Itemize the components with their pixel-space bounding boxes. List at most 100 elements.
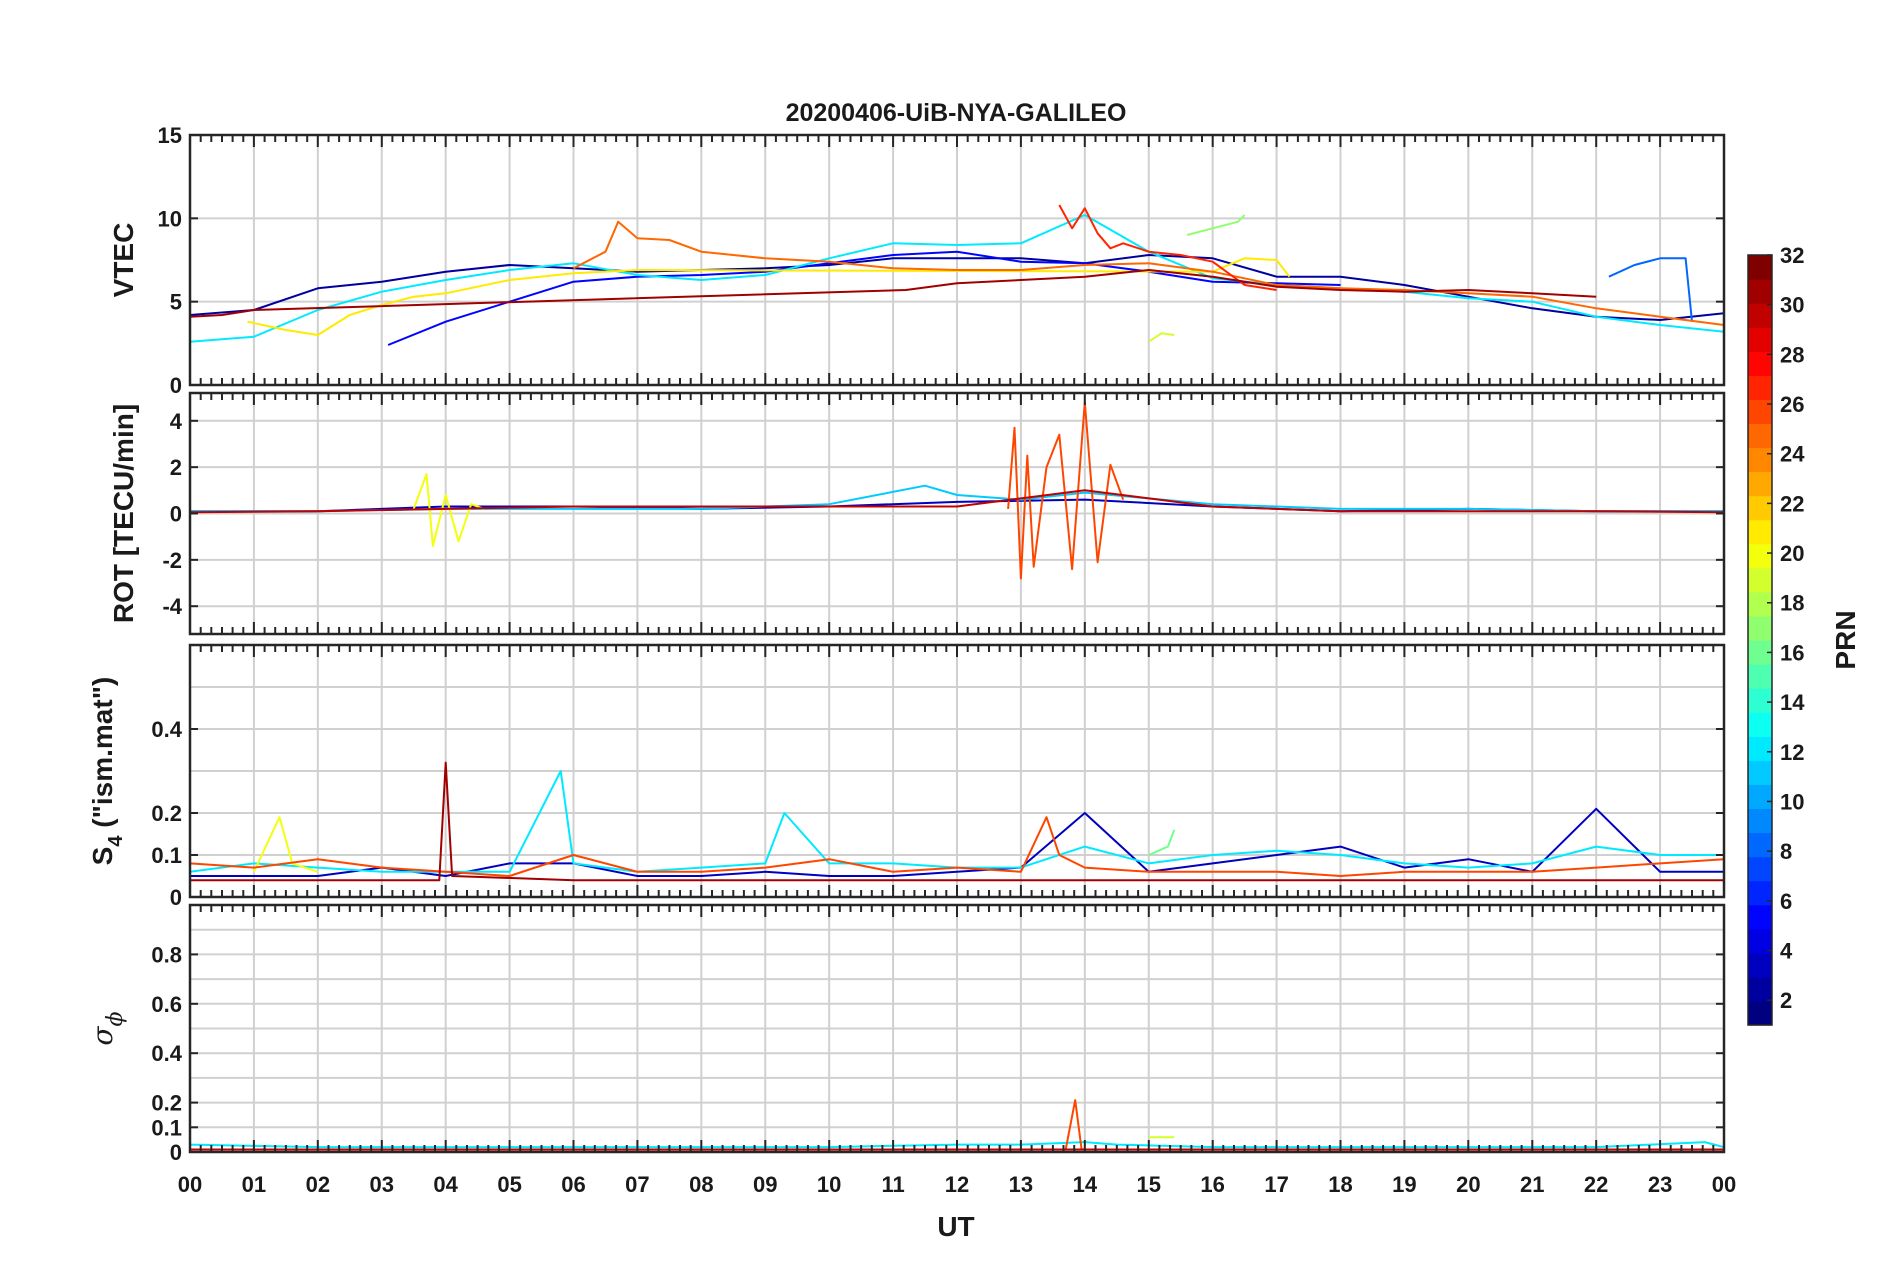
colorbar-segment <box>1748 784 1772 810</box>
colorbar-segment <box>1748 904 1772 930</box>
colorbar-segment <box>1748 567 1772 593</box>
y-tick-label: 0 <box>170 885 182 910</box>
colorbar-tick-label: 6 <box>1780 889 1792 914</box>
series-line-prn-20 <box>412 473 485 547</box>
x-tick-marks <box>199 645 1715 897</box>
series-line-prn-12 <box>190 214 1724 343</box>
y-axis-label-sub: ϕ <box>103 1011 128 1026</box>
colorbar-tick-label: 24 <box>1780 442 1805 467</box>
x-tick-label: 00 <box>1712 1172 1736 1197</box>
x-tick-marks <box>199 135 1715 385</box>
colorbar-tick-label: 14 <box>1780 690 1805 715</box>
y-tick-label: 0.1 <box>151 843 182 868</box>
y-tick-label: 0 <box>170 1140 182 1165</box>
colorbar-tick-label: 30 <box>1780 293 1804 318</box>
x-tick-label: 04 <box>433 1172 458 1197</box>
colorbar-label: PRN <box>1830 610 1861 669</box>
panel-sigma_phi: 00.10.2 0.4 0.6 0.8 σϕ <box>86 903 1726 1165</box>
x-tick-label: 21 <box>1520 1172 1544 1197</box>
series-line-prn-16 <box>1148 829 1176 856</box>
colorbar-segment <box>1748 928 1772 954</box>
y-tick-label: 4 <box>170 409 183 434</box>
y-tick-label: 0.1 <box>151 1115 182 1140</box>
panel-rot: -4 -2 0 2 4 ROT [TECU/min] <box>108 391 1726 636</box>
x-tick-label: 23 <box>1648 1172 1672 1197</box>
colorbar-segment <box>1748 375 1772 400</box>
colorbar-segment <box>1748 471 1772 497</box>
x-tick-label: 15 <box>1137 1172 1161 1197</box>
colorbar-tick-label: 18 <box>1780 591 1804 616</box>
series-line-prn-3 <box>190 807 1724 877</box>
x-tick-label: 07 <box>625 1172 649 1197</box>
colorbar-segment <box>1748 543 1772 569</box>
series-line-prn-19 <box>1148 332 1175 343</box>
series-line-prn-17 <box>1186 214 1246 236</box>
x-tick-label: 08 <box>689 1172 713 1197</box>
series-line-prn-31 <box>190 761 1724 882</box>
y-tick-label: 15 <box>158 123 182 148</box>
series-line-prn-12 <box>190 770 1724 873</box>
colorbar-segment <box>1748 1000 1772 1026</box>
y-axis-label: S4 ("ism.mat") <box>87 677 127 866</box>
colorbar-tick-label: 26 <box>1780 392 1804 417</box>
colorbar-segment <box>1748 832 1772 858</box>
y-axis-label: σϕ <box>86 1011 128 1045</box>
x-tick-label: 02 <box>306 1172 330 1197</box>
y-tick-label: 0.8 <box>151 942 182 967</box>
y-axis-label-sub: 4 <box>105 835 127 847</box>
colorbar-segment <box>1748 255 1772 280</box>
y-tick-label: -4 <box>162 594 182 619</box>
colorbar-tick-label: 22 <box>1780 491 1804 516</box>
y-tick-label: 2 <box>170 455 182 480</box>
colorbar-segment <box>1748 976 1772 1002</box>
colorbar-segment <box>1748 688 1772 713</box>
colorbar-segment <box>1748 856 1772 882</box>
x-tick-label: 00 <box>178 1172 202 1197</box>
y-tick-label: 0.2 <box>151 1091 182 1116</box>
series-line-prn-8 <box>1608 257 1693 322</box>
chart-title: 20200406-UiB-NYA-GALILEO <box>786 99 1127 127</box>
colorbar-tick-label: 28 <box>1780 342 1804 367</box>
x-tick-label: 05 <box>497 1172 521 1197</box>
series-line-prn-5 <box>387 250 1341 346</box>
x-tick-label: 18 <box>1328 1172 1352 1197</box>
series-line-prn-30 <box>190 489 1724 514</box>
colorbar-tick-label: 32 <box>1780 243 1804 268</box>
colorbar-segment <box>1748 279 1772 304</box>
colorbar-segment <box>1748 399 1772 425</box>
x-tick-label: 12 <box>945 1172 969 1197</box>
x-tick-marks <box>199 905 1715 1152</box>
series-line-prn-26 <box>1007 401 1125 580</box>
colorbar-tick-label: 10 <box>1780 789 1804 814</box>
colorbar-segment <box>1748 351 1772 376</box>
x-tick-label: 11 <box>881 1172 904 1197</box>
colorbar-segment <box>1748 615 1772 641</box>
x-tick-label: 09 <box>753 1172 777 1197</box>
x-tick-label: 03 <box>370 1172 394 1197</box>
y-tick-label: 0 <box>170 502 182 527</box>
y-tick-label: 10 <box>158 206 182 231</box>
colorbar-tick-label: 8 <box>1780 839 1792 864</box>
y-tick-label: 0.4 <box>151 1041 182 1066</box>
y-axis-label: ROT [TECU/min] <box>108 404 139 623</box>
y-tick-label: 0.6 <box>151 992 182 1017</box>
colorbar-tick-label: 4 <box>1780 938 1793 963</box>
y-tick-label: -2 <box>162 548 182 573</box>
colorbar-segment <box>1748 664 1772 689</box>
series-group <box>190 401 1724 580</box>
x-tick-marks <box>199 393 1715 634</box>
colorbar-segment <box>1748 519 1772 545</box>
y-axis-label-tail: ("ism.mat") <box>87 677 118 836</box>
x-tick-label: 16 <box>1200 1172 1224 1197</box>
colorbar-segment <box>1748 760 1772 785</box>
y-tick-label: 0.4 <box>151 717 182 742</box>
x-tick-label: 13 <box>1009 1172 1033 1197</box>
colorbar-tick-label: 16 <box>1780 640 1804 665</box>
x-tick-label: 06 <box>561 1172 585 1197</box>
series-line-prn-2 <box>190 254 1724 321</box>
colorbar-segment <box>1748 736 1772 761</box>
y-axis-label: VTEC <box>108 223 139 298</box>
